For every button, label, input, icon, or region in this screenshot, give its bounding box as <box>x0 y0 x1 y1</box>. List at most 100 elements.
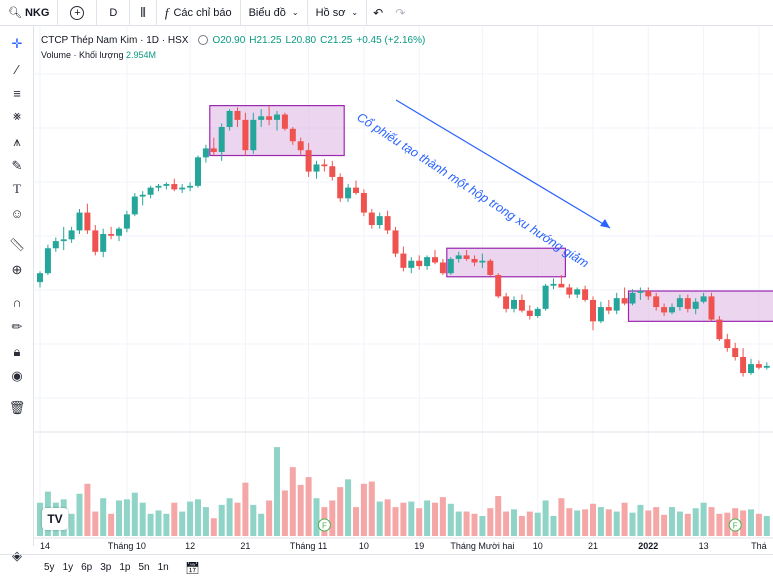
candle-body <box>210 148 217 152</box>
crosshair-icon[interactable]: ✛ <box>11 36 23 51</box>
candle-body <box>511 299 517 309</box>
zoom-icon[interactable]: ⊕ <box>11 262 23 277</box>
x-tick-label: Tháng 11 <box>290 541 327 551</box>
candle-body <box>242 119 249 151</box>
volume-bar <box>550 516 557 536</box>
fx-icon: f <box>164 4 169 20</box>
candle-body <box>60 239 67 242</box>
chevron-down-icon: ⌄ <box>291 8 299 17</box>
volume-bar <box>684 513 691 536</box>
volume-bar <box>629 512 636 536</box>
x-tick-label: 21 <box>240 541 250 551</box>
volume-bar <box>755 513 762 536</box>
candle-body <box>669 307 675 313</box>
volume-bar <box>376 501 383 536</box>
volume-bar <box>416 508 423 536</box>
candle-body <box>424 257 431 267</box>
undo-button[interactable]: ↶ <box>367 0 389 26</box>
drawing-toolbar: ✛ ∕ ≡ ⨳ ⩚ ✎ T ☺ 📏︎ ⊕ ∩ ✏ 🔒︎ ◉ 🗑︎ ◈ <box>0 26 34 563</box>
candle-body <box>274 114 280 120</box>
candle-body <box>147 187 154 195</box>
candle-body <box>479 260 486 263</box>
text-icon[interactable]: T <box>13 181 21 196</box>
trash-icon[interactable]: 🗑︎ <box>8 400 26 415</box>
candle-body <box>629 292 636 304</box>
candle-body <box>289 128 296 142</box>
candle-body <box>305 150 312 172</box>
symbol-label: NKG <box>24 6 50 19</box>
consolidation-box <box>627 290 773 322</box>
volume-bar <box>558 498 565 536</box>
candle-body <box>226 110 233 128</box>
pitchfork-icon[interactable]: ⨳ <box>12 108 22 123</box>
volume-bar <box>147 513 154 536</box>
date-range-icon[interactable]: 📅︎ <box>184 560 200 575</box>
profile-button[interactable]: Hồ sơ ⌄ <box>308 0 368 26</box>
candle-body <box>234 110 241 120</box>
eye-icon[interactable]: ◉ <box>11 368 23 383</box>
volume-bar <box>566 508 573 536</box>
interval-button[interactable]: D <box>97 0 131 26</box>
range-button-6p[interactable]: 6p <box>81 562 93 573</box>
candle-body <box>337 176 344 199</box>
volume-bar <box>708 507 715 536</box>
chart-menu-button[interactable]: Biểu đồ ⌄ <box>241 0 308 26</box>
magnet-icon[interactable]: ∩ <box>12 294 22 310</box>
range-button-1p[interactable]: 1p <box>119 562 131 573</box>
lock-icon[interactable]: 🔒︎ <box>13 344 21 359</box>
compare-button[interactable]: + <box>58 0 98 26</box>
indicators-button[interactable]: f Các chỉ báo <box>157 0 241 26</box>
range-button-1y[interactable]: 1y <box>62 562 74 573</box>
earnings-marker-label: F <box>733 522 738 531</box>
symbol-search[interactable]: 🔍︎ NKG <box>0 0 59 26</box>
volume-bar <box>669 507 675 536</box>
candle-body <box>597 307 604 322</box>
chart-menu-label: Biểu đồ <box>248 6 286 19</box>
volume-bar <box>511 509 517 536</box>
range-button-1n[interactable]: 1n <box>157 562 169 573</box>
lock-drawing-icon[interactable]: ✏ <box>11 319 23 334</box>
x-tick-label: 12 <box>185 541 195 551</box>
range-button-3p[interactable]: 3p <box>100 562 112 573</box>
volume-bar <box>471 513 478 536</box>
volume-bar <box>179 511 186 536</box>
range-button-5n[interactable]: 5n <box>138 562 150 573</box>
chart-style-button[interactable]: ⫴ <box>130 0 157 26</box>
trend-line-icon[interactable]: ∕ <box>15 61 19 77</box>
volume-bar <box>210 518 217 536</box>
candle-body <box>368 212 375 226</box>
volume-bar <box>368 481 375 536</box>
range-button-5y[interactable]: 5y <box>44 562 55 573</box>
volume-bar <box>455 511 462 536</box>
emoji-icon[interactable]: ☺ <box>10 205 24 221</box>
volume-bar <box>242 482 249 536</box>
candle-body <box>116 228 122 236</box>
volume-bar <box>763 516 770 536</box>
candles-icon: ⫴ <box>140 4 146 20</box>
volume-bar <box>542 500 549 536</box>
volume-bar <box>100 498 107 536</box>
candle-body <box>250 119 257 151</box>
candle-body <box>526 310 533 316</box>
brush-icon[interactable]: ✎ <box>11 158 23 173</box>
volume-label: Volume · Khối lượng <box>41 50 124 60</box>
ruler-icon[interactable]: 📏︎ <box>8 237 26 252</box>
candle-body <box>684 298 691 309</box>
volume-bar <box>139 502 146 536</box>
candle-body <box>518 299 525 311</box>
legend-dot-icon <box>198 35 209 45</box>
layers-icon[interactable]: ◈ <box>12 548 22 563</box>
candle-body <box>44 248 51 274</box>
redo-button[interactable]: ↷ <box>389 0 411 26</box>
candle-body <box>258 116 265 120</box>
volume-bar <box>653 507 660 536</box>
chevron-down-icon: ⌄ <box>351 8 359 17</box>
candle-body <box>68 230 75 240</box>
volume-bar <box>163 513 170 536</box>
fib-icon[interactable]: ⩚ <box>13 134 21 149</box>
x-tick-label: 21 <box>588 541 598 551</box>
candle-body <box>163 184 170 186</box>
volume-bar <box>68 513 75 536</box>
parallel-lines-icon[interactable]: ≡ <box>13 85 21 101</box>
